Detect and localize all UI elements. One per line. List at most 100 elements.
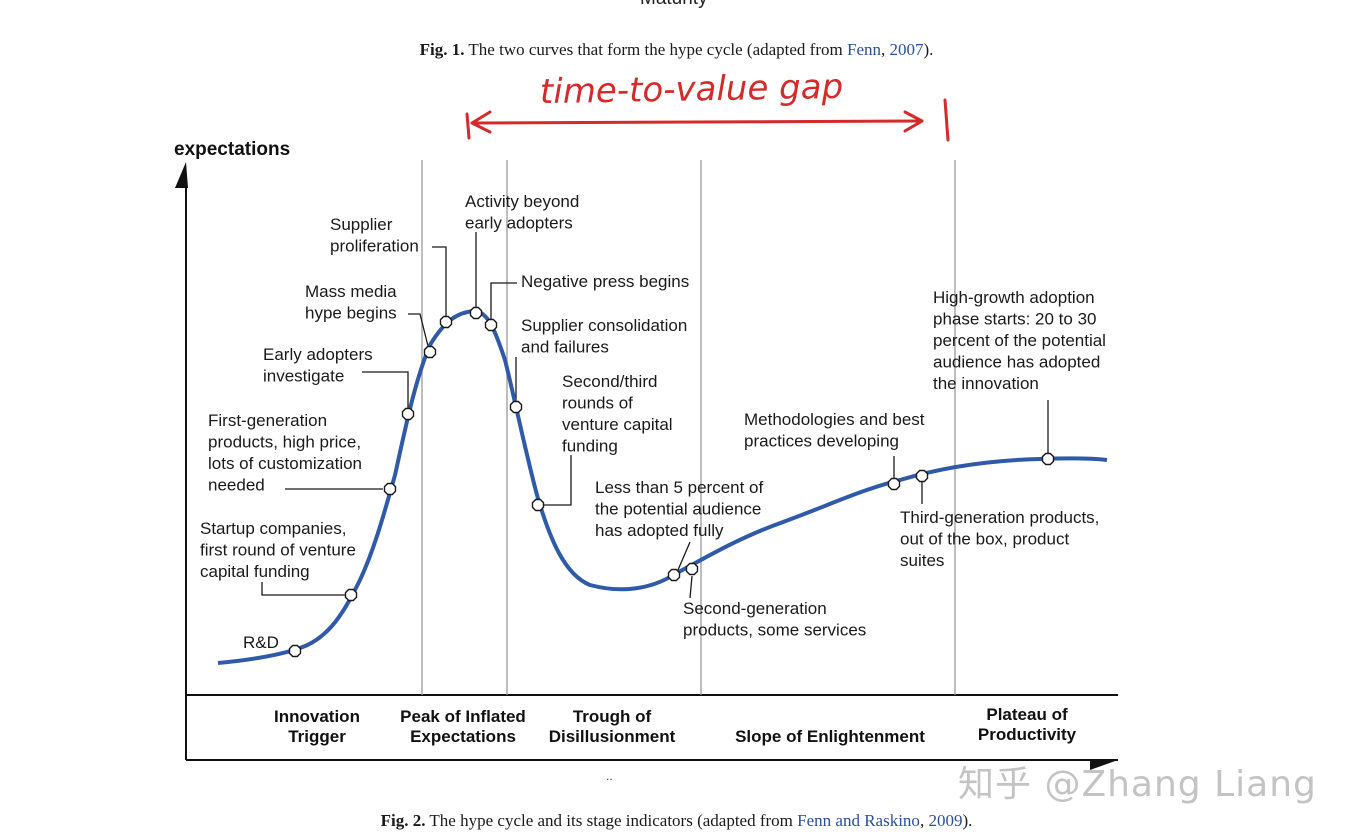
phase-dividers xyxy=(421,160,956,695)
annotation-line: First-generation xyxy=(208,411,327,430)
phase-label-2: Trough of Disillusionment xyxy=(549,707,676,746)
phase-label-line: Peak of Inflated xyxy=(400,707,526,726)
caption-label: Fig. 1. xyxy=(419,40,465,59)
annotation-high_growth: High-growth adoption phase starts: 20 to … xyxy=(933,288,1106,393)
phase-label-4: Plateau of Productivity xyxy=(978,705,1077,744)
annotation-line: Methodologies and best xyxy=(744,410,925,429)
cut-off-tick: .. xyxy=(606,769,613,783)
cut-off-heading: Maturity xyxy=(640,0,708,10)
annotation-line: and failures xyxy=(521,338,609,357)
annotation-line: Less than 5 percent of xyxy=(595,478,764,497)
annotation-line: has adopted fully xyxy=(595,521,724,540)
annotation-first_gen: First-generation products, high price, lot… xyxy=(208,411,362,495)
curve-marker-supplier_prolif xyxy=(439,315,453,329)
annotation-line: percent of the potential xyxy=(933,331,1106,350)
caption-label: Fig. 2. xyxy=(380,811,426,830)
annotation-line: Second-generation xyxy=(683,599,827,618)
annotation-line: Startup companies, xyxy=(200,519,346,538)
axes xyxy=(185,185,1118,761)
figure-2-caption: Fig. 2. The hype cycle and its stage ind… xyxy=(380,811,973,830)
leader-line-early_adopters xyxy=(362,371,409,408)
leader-line-less_than_5 xyxy=(677,541,691,571)
annotation-line: High-growth adoption xyxy=(933,288,1095,307)
annotation-line: Supplier xyxy=(330,215,393,234)
annotation-line: audience has adopted xyxy=(933,353,1100,372)
leader-line-supplier_prolif xyxy=(432,246,447,316)
curve-marker-negative_press xyxy=(484,318,498,332)
annotation-second_third: Second/third rounds of venture capital fund… xyxy=(562,372,673,456)
annotation-line: investigate xyxy=(263,367,344,386)
annotation-second_gen: Second-generation products, some services xyxy=(683,599,866,640)
annotation-line: phase starts: 20 to 30 xyxy=(933,310,1097,329)
leader-lines xyxy=(261,232,1049,599)
annotation-line: practices developing xyxy=(744,432,899,451)
annotation-line: the potential audience xyxy=(595,500,761,519)
annotation-line: suites xyxy=(900,551,944,570)
phase-label-line: Expectations xyxy=(410,727,516,746)
annotation-line: needed xyxy=(208,476,265,495)
citation-link[interactable]: Fenn and Raskino xyxy=(797,811,920,830)
annotation-line: first round of venture xyxy=(200,541,356,560)
annotation-less_than_5: Less than 5 percent of the potential audi… xyxy=(595,478,764,540)
annotation-startup: Startup companies, first round of venture… xyxy=(200,519,356,581)
annotation-negative_press: Negative press begins xyxy=(521,272,689,291)
annotation-line: out of the box, product xyxy=(900,530,1069,549)
curve-marker-third_gen xyxy=(915,469,929,483)
phase-label-line: Disillusionment xyxy=(549,727,676,746)
annotation-line: R&D xyxy=(243,633,279,652)
citation-year-link[interactable]: 2009 xyxy=(928,811,963,830)
annotation-line: Early adopters xyxy=(263,345,373,364)
curve-marker-startup xyxy=(344,588,358,602)
curve-marker-activity_beyond xyxy=(469,306,483,320)
annotation-line: venture capital xyxy=(562,415,673,434)
handwritten-note: time-to-value gap xyxy=(540,67,844,112)
curve-marker-rd xyxy=(288,644,302,658)
annotation-line: Mass media xyxy=(305,282,397,301)
annotation-line: early adopters xyxy=(465,214,573,233)
caption-text: The two curves that form the hype cycle … xyxy=(464,40,847,59)
phase-label-line: Slope of Enlightenment xyxy=(735,727,925,746)
citation-year-link[interactable]: 2007 xyxy=(889,40,924,59)
figure-1-caption: Fig. 1. The two curves that form the hyp… xyxy=(419,40,934,59)
annotation-line: rounds of xyxy=(562,394,633,413)
leader-line-startup xyxy=(261,582,345,596)
phase-label-1: Peak of Inflated Expectations xyxy=(400,707,526,746)
phase-labels: Innovation Trigger Peak of Inflated Expecta… xyxy=(274,705,1077,746)
annotation-early_adopters: Early adopters investigate xyxy=(263,345,373,386)
phase-label-line: Innovation xyxy=(274,707,360,726)
annotation-line: the innovation xyxy=(933,374,1039,393)
phase-label-line: Productivity xyxy=(978,725,1077,744)
phase-label-line: Plateau of xyxy=(986,705,1068,724)
annotation-line: Second/third xyxy=(562,372,657,391)
curve-marker-less_than_5 xyxy=(667,568,681,582)
curve-marker-methodologies xyxy=(887,477,901,491)
annotation-line: proliferation xyxy=(330,237,419,256)
leader-line-second_gen xyxy=(689,575,693,599)
leader-line-second_third xyxy=(544,455,572,506)
handwritten-annotation xyxy=(465,98,950,142)
curve-marker-second_gen xyxy=(685,562,699,576)
watermark: 知乎 @Zhang Liang xyxy=(958,764,1317,805)
annotation-line: lots of customization xyxy=(208,454,362,473)
phase-label-line: Trigger xyxy=(288,727,346,746)
annotation-line: Third-generation products, xyxy=(900,508,1099,527)
phase-label-3: Slope of Enlightenment xyxy=(735,727,925,746)
y-axis-label: expectations xyxy=(174,139,290,160)
curve-marker-early_adopters xyxy=(401,407,415,421)
curve-marker-first_gen xyxy=(383,482,397,496)
phase-label-line: Trough of xyxy=(573,707,652,726)
annotation-supplier_prolif: Supplier proliferation xyxy=(330,215,419,256)
annotation-rd: R&D xyxy=(243,633,279,652)
annotation-line: capital funding xyxy=(200,562,310,581)
annotation-line: hype begins xyxy=(305,304,397,323)
annotation-mass_media: Mass media hype begins xyxy=(305,282,397,323)
citation-link[interactable]: Fenn xyxy=(846,40,881,59)
annotation-line: Activity beyond xyxy=(465,192,579,211)
annotation-line: products, high price, xyxy=(208,433,361,452)
leader-line-mass_media xyxy=(408,313,429,347)
annotation-line: funding xyxy=(562,437,618,456)
x-axis-arrowhead xyxy=(1090,760,1118,770)
curve-marker-high_growth xyxy=(1041,452,1055,466)
caption-text: The hype cycle and its stage indicators … xyxy=(425,811,798,830)
